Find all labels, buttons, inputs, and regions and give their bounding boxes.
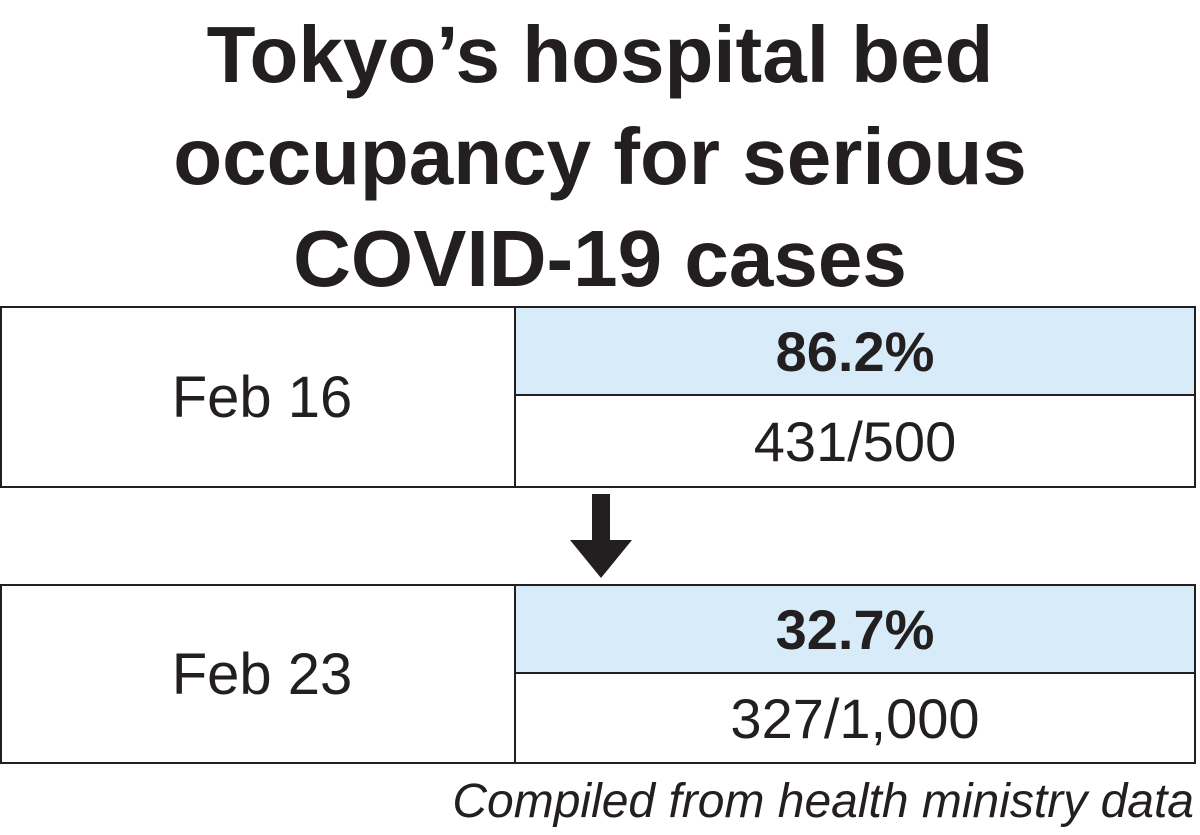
date-cell: Feb 16 xyxy=(2,308,516,486)
date-label: Feb 16 xyxy=(171,364,353,430)
occupancy-rate-cell: 32.7% xyxy=(516,586,1194,674)
occupancy-rate: 86.2% xyxy=(775,319,935,383)
title-line-3: COVID-19 cases xyxy=(293,214,907,303)
occupancy-rate: 32.7% xyxy=(775,597,935,661)
bed-count: 431/500 xyxy=(753,409,957,473)
bed-count: 327/1,000 xyxy=(730,686,980,750)
occupancy-box-feb-16: Feb 16 86.2% 431/500 xyxy=(0,306,1196,488)
bed-count-cell: 327/1,000 xyxy=(516,674,1194,762)
title-line-1: Tokyo’s hospital bed xyxy=(206,10,994,99)
date-cell: Feb 23 xyxy=(2,586,516,762)
bed-count-cell: 431/500 xyxy=(516,396,1194,486)
occupancy-rate-cell: 86.2% xyxy=(516,308,1194,396)
title-line-2: occupancy for serious xyxy=(173,112,1027,201)
page-title: Tokyo’s hospital bed occupancy for serio… xyxy=(0,4,1200,310)
down-arrow-icon xyxy=(570,494,632,578)
source-note: Compiled from health ministry data xyxy=(452,775,1194,828)
date-label: Feb 23 xyxy=(171,641,353,707)
occupancy-box-feb-23: Feb 23 32.7% 327/1,000 xyxy=(0,584,1196,764)
